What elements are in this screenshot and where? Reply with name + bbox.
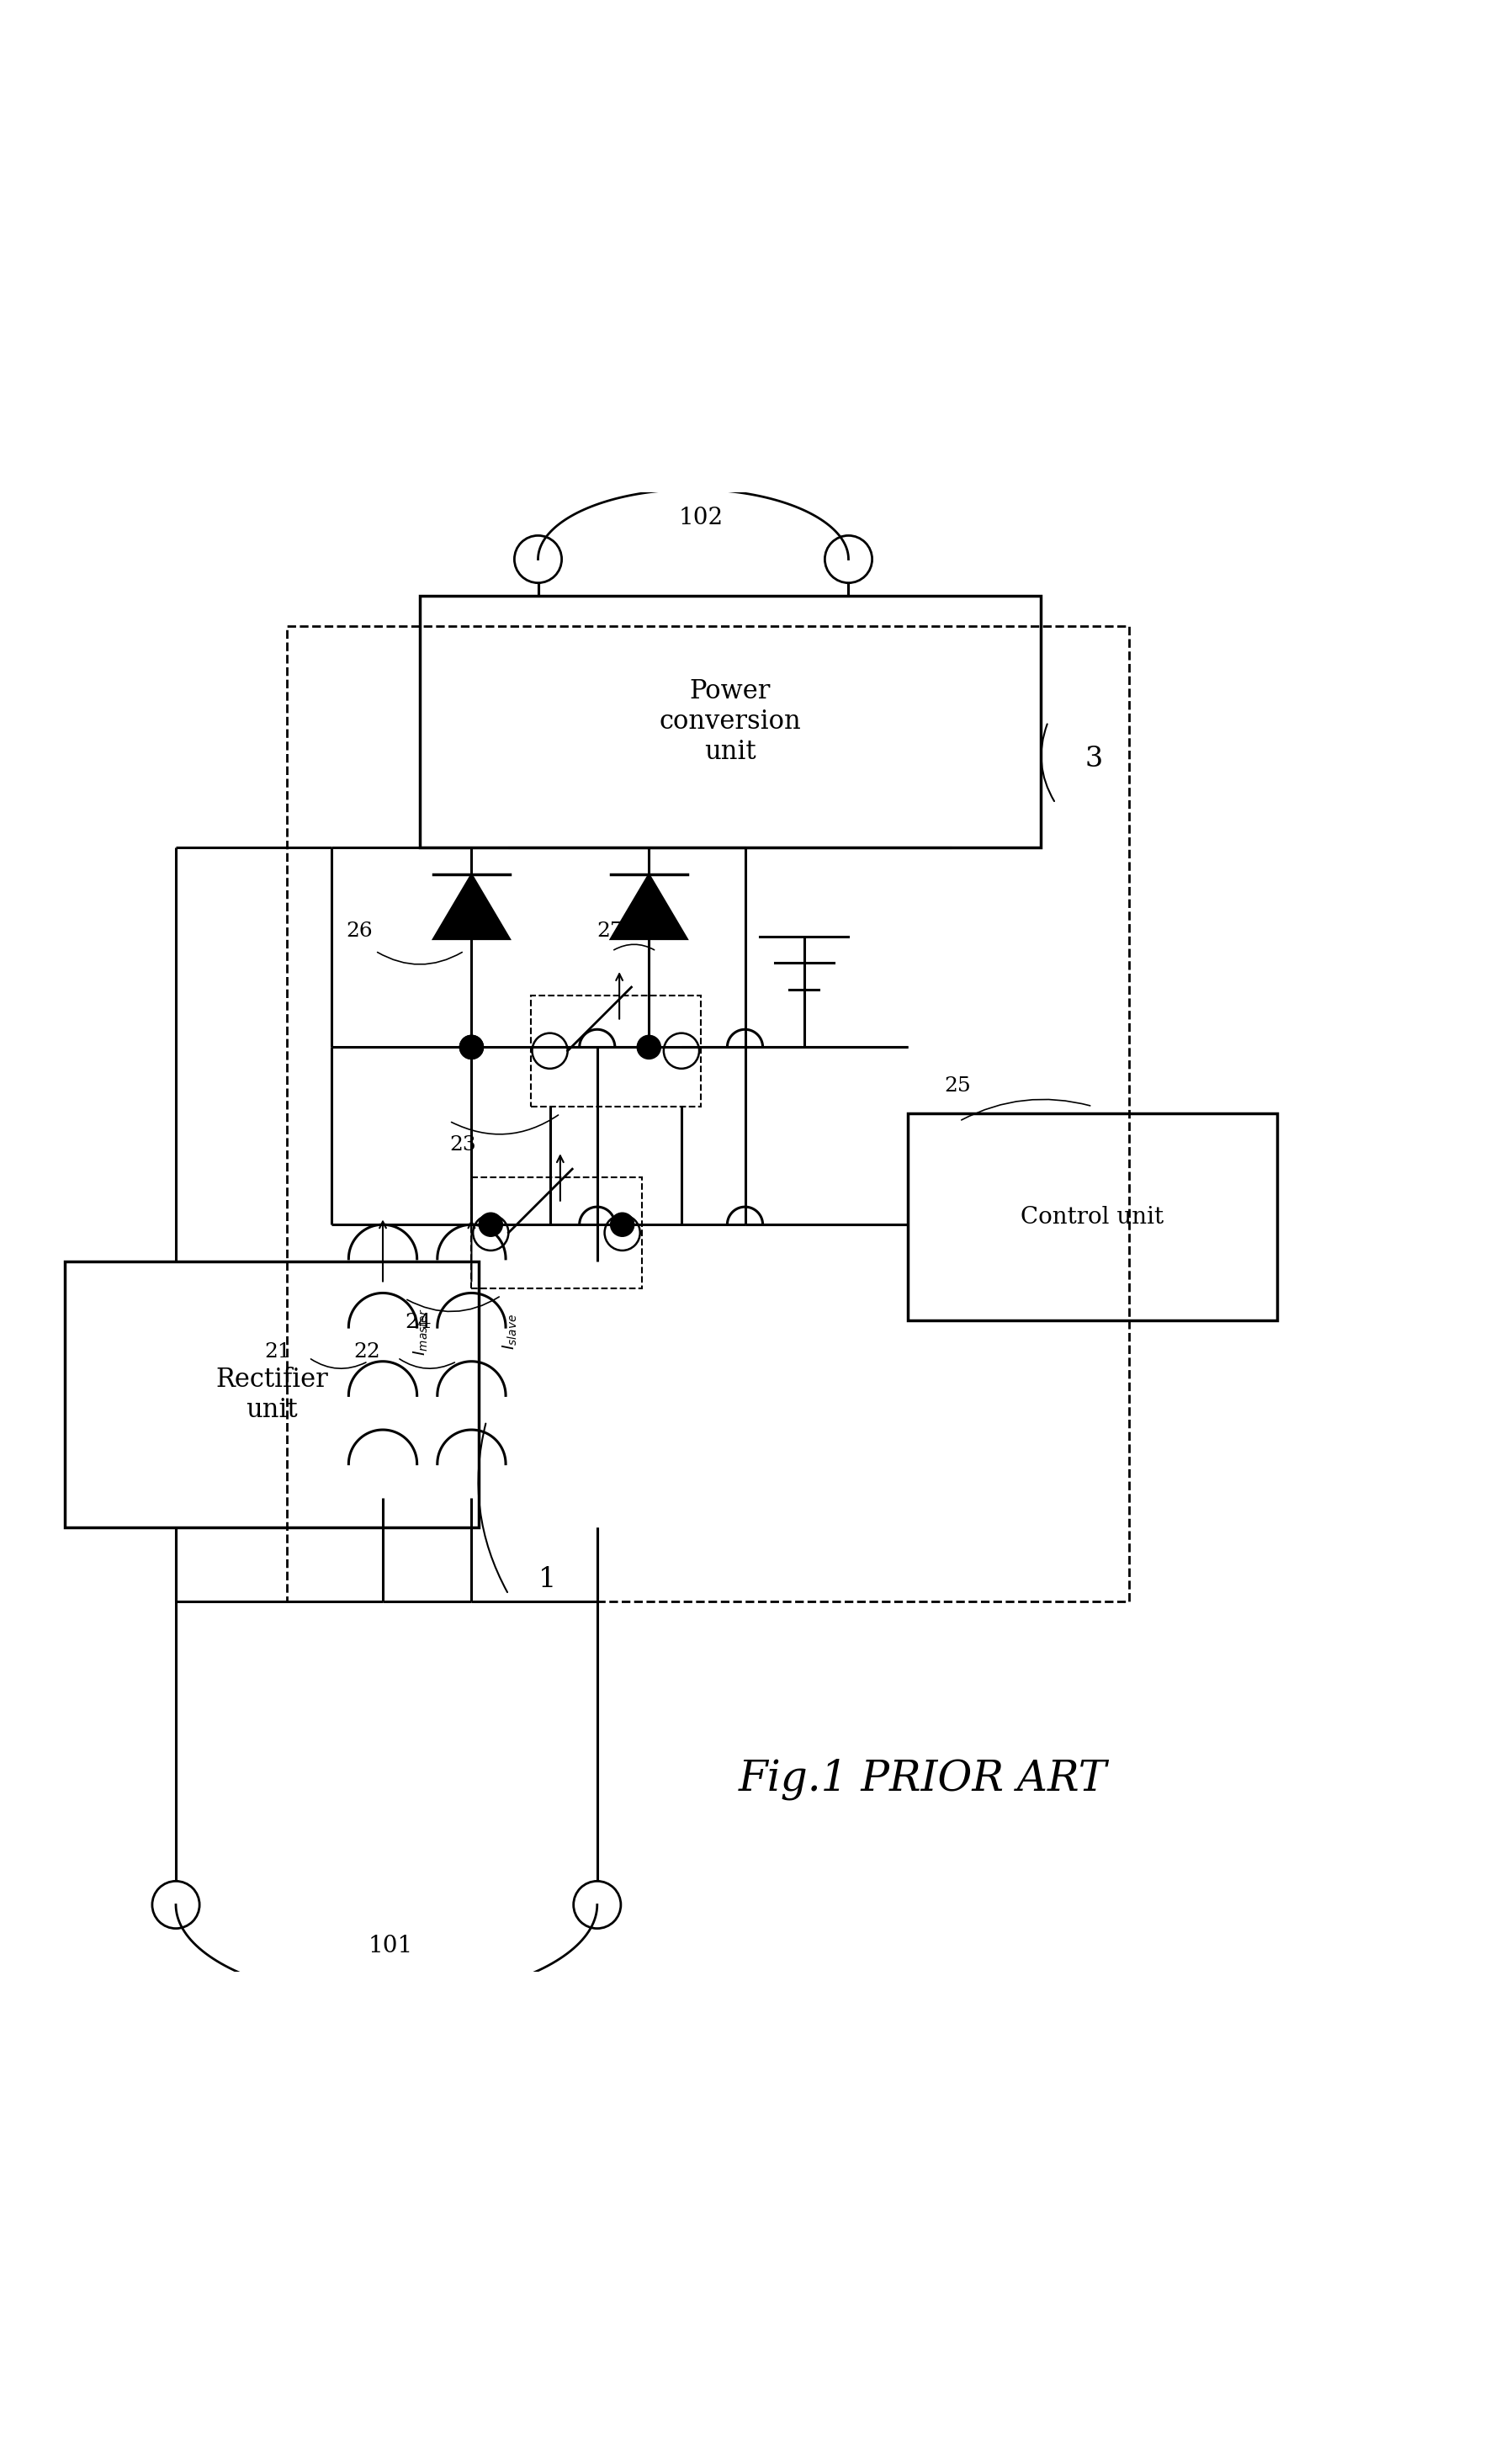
- Circle shape: [611, 1212, 635, 1237]
- Bar: [286, 626, 1129, 1602]
- Polygon shape: [434, 875, 510, 939]
- Bar: [66, 1262, 478, 1528]
- Text: 3: 3: [1085, 747, 1103, 771]
- Text: 27: 27: [597, 922, 624, 941]
- Bar: [530, 995, 700, 1106]
- Bar: [907, 1114, 1277, 1321]
- Text: 23: 23: [450, 1136, 475, 1156]
- Text: Fig.1 PRIOR ART: Fig.1 PRIOR ART: [738, 1759, 1107, 1799]
- Bar: [471, 1178, 642, 1289]
- Text: 25: 25: [945, 1077, 971, 1096]
- Circle shape: [460, 1035, 483, 1060]
- Text: $I_{slave}$: $I_{slave}$: [501, 1313, 519, 1350]
- Text: 26: 26: [346, 922, 372, 941]
- Text: 102: 102: [678, 508, 723, 530]
- Text: 101: 101: [368, 1934, 413, 1956]
- Circle shape: [478, 1212, 502, 1237]
- Text: Rectifier
unit: Rectifier unit: [216, 1368, 328, 1422]
- Text: 24: 24: [405, 1313, 432, 1333]
- Circle shape: [638, 1035, 660, 1060]
- Bar: [420, 596, 1040, 848]
- Text: Power
conversion
unit: Power conversion unit: [659, 678, 802, 764]
- Text: Control unit: Control unit: [1021, 1205, 1164, 1230]
- Text: 21: 21: [265, 1343, 291, 1363]
- Circle shape: [460, 1035, 483, 1060]
- Polygon shape: [611, 875, 687, 939]
- Text: $I_{master}$: $I_{master}$: [413, 1308, 431, 1355]
- Text: 22: 22: [353, 1343, 380, 1363]
- Text: 1: 1: [538, 1567, 556, 1592]
